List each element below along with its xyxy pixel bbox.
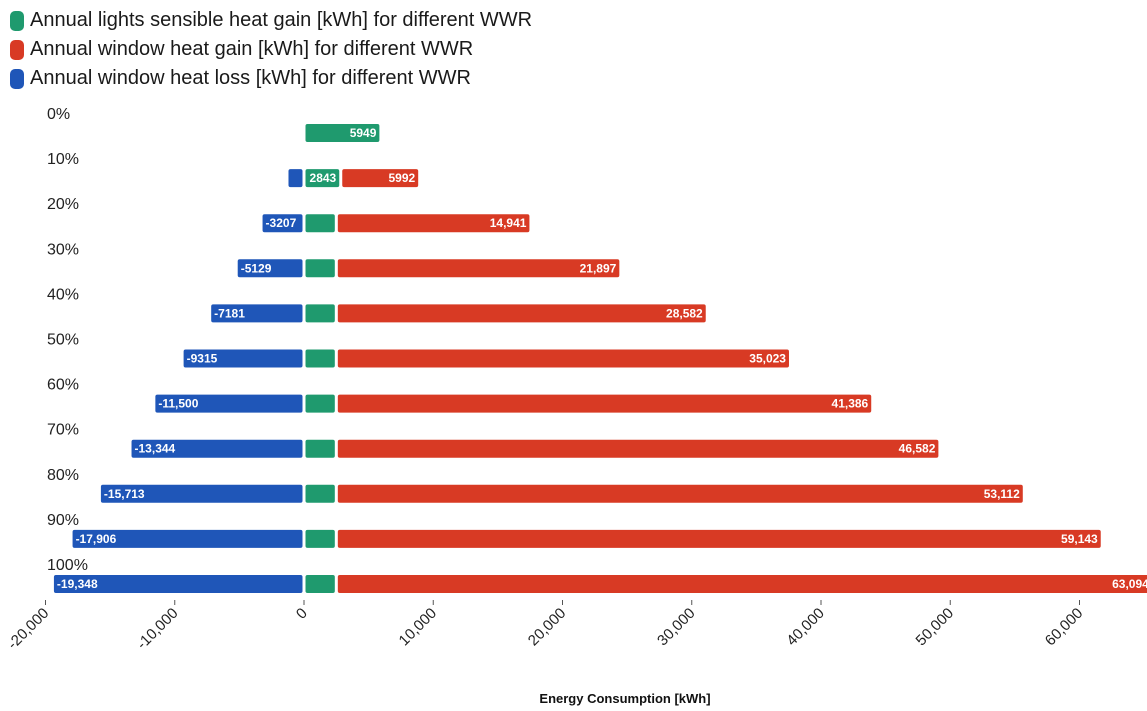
legend-item-window-loss: Annual window heat loss [kWh] for differ… xyxy=(10,64,532,93)
bar-loss-30pct xyxy=(237,259,303,278)
bar-label-lights-10pct: 2843 xyxy=(310,171,337,185)
bar-gain-60pct xyxy=(337,394,872,413)
bar-gain-20pct xyxy=(337,214,530,233)
bar-label-gain-60pct: 41,386 xyxy=(832,397,869,411)
bar-lights-70pct xyxy=(305,439,335,458)
bar-gain-30pct xyxy=(337,259,620,278)
bar-lights-90pct xyxy=(305,529,335,548)
x-tick-label: -10,000 xyxy=(134,605,182,653)
bar-gain-100pct xyxy=(337,575,1147,593)
x-tick-label: 30,000 xyxy=(654,605,698,649)
bar-label-loss-30pct: -5129 xyxy=(241,261,272,275)
bar-loss-60pct xyxy=(155,394,303,413)
category-labels-group: 0% 10% 20% 30% 40% 50% 60% 70% 80% 90% 100% xyxy=(47,106,88,574)
category-label-90pct: 90% xyxy=(47,512,79,529)
legend: Annual lights sensible heat gain [kWh] f… xyxy=(10,6,532,93)
bar-lights-50pct xyxy=(305,349,335,368)
x-tick-label: 40,000 xyxy=(783,605,827,649)
bar-lights-80pct xyxy=(305,484,335,503)
bar-label-loss-90pct: -17,906 xyxy=(76,532,117,546)
x-tick-label: 60,000 xyxy=(1042,605,1086,649)
x-tick-label: 0 xyxy=(293,605,311,623)
legend-label-window-loss: Annual window heat loss [kWh] for differ… xyxy=(30,67,471,89)
category-label-40pct: 40% xyxy=(47,286,79,303)
bar-loss-90pct xyxy=(72,529,303,548)
category-label-80pct: 80% xyxy=(47,467,79,484)
bar-label-loss-40pct: -7181 xyxy=(214,306,245,320)
category-label-20pct: 20% xyxy=(47,196,79,213)
bar-loss-40pct xyxy=(211,304,303,323)
bar-lights-60pct xyxy=(305,394,335,413)
bar-label-gain-90pct: 59,143 xyxy=(1061,532,1098,546)
bar-label-gain-20pct: 14,941 xyxy=(490,216,527,230)
bar-loss-100pct xyxy=(53,575,303,593)
category-label-100pct: 100% xyxy=(47,557,88,574)
bar-label-loss-80pct: -15,713 xyxy=(104,487,145,501)
bar-label-loss-50pct: -9315 xyxy=(187,352,218,366)
bar-label-loss-100pct: -19,348 xyxy=(57,577,98,591)
bar-lights-30pct xyxy=(305,259,335,278)
bar-gain-10pct xyxy=(342,169,419,188)
bar-label-loss-60pct: -11,500 xyxy=(158,397,198,411)
bar-loss-70pct xyxy=(131,439,303,458)
bar-label-loss-70pct: -13,344 xyxy=(135,442,176,456)
bar-lights-40pct xyxy=(305,304,335,323)
category-label-60pct: 60% xyxy=(47,377,79,394)
category-label-10pct: 10% xyxy=(47,151,79,168)
bar-label-lights-0pct: 5949 xyxy=(350,126,377,140)
x-tick-label: 20,000 xyxy=(525,605,569,649)
bar-loss-50pct xyxy=(183,349,303,368)
bar-gain-50pct xyxy=(337,349,789,368)
bar-loss-80pct xyxy=(100,484,303,503)
bar-label-gain-40pct: 28,582 xyxy=(666,306,703,320)
legend-label-window-gain: Annual window heat gain [kWh] for differ… xyxy=(30,38,474,60)
legend-swatch-lights xyxy=(10,10,24,31)
x-tick-label: 50,000 xyxy=(913,605,957,649)
legend-swatch-window-loss xyxy=(10,68,24,89)
bar-label-gain-30pct: 21,897 xyxy=(580,261,617,275)
bar-label-gain-70pct: 46,582 xyxy=(899,442,936,456)
bar-lights-100pct xyxy=(305,575,335,593)
bar-lights-0pct xyxy=(305,124,380,142)
bar-loss-10pct xyxy=(288,169,303,188)
bar-gain-70pct xyxy=(337,439,939,458)
bar-gain-90pct xyxy=(337,529,1101,548)
bar-label-gain-50pct: 35,023 xyxy=(749,352,786,366)
x-ticks-group: -20,000 -10,000 0 10,000 20,000 30,000 40,000 5… xyxy=(4,600,1086,653)
legend-label-lights: Annual lights sensible heat gain [kWh] f… xyxy=(30,9,533,31)
bar-lights-10pct xyxy=(305,169,340,188)
bar-gain-40pct xyxy=(337,304,706,323)
bar-label-gain-10pct: 5992 xyxy=(388,171,415,185)
bar-label-gain-100pct: 63,094 xyxy=(1112,577,1147,591)
category-label-70pct: 70% xyxy=(47,422,79,439)
bar-loss-20pct xyxy=(262,214,303,233)
x-tick-label: 10,000 xyxy=(396,605,440,649)
bars-group: 5949 2843 5992 -3207 14,941 -5129 21,897 -7181 2… xyxy=(53,124,1147,593)
category-label-30pct: 30% xyxy=(47,241,79,258)
bar-gain-80pct xyxy=(337,484,1023,503)
category-label-0pct: 0% xyxy=(47,106,70,123)
legend-item-window-gain: Annual window heat gain [kWh] for differ… xyxy=(10,35,532,64)
bar-label-gain-80pct: 53,112 xyxy=(984,487,1020,501)
x-tick-label: -20,000 xyxy=(4,605,52,653)
category-label-50pct: 50% xyxy=(47,332,79,349)
bar-lights-20pct xyxy=(305,214,335,233)
legend-item-lights: Annual lights sensible heat gain [kWh] f… xyxy=(10,6,532,35)
x-axis-title: Energy Consumption [kWh] xyxy=(539,691,710,706)
bar-label-loss-20pct: -3207 xyxy=(266,216,297,230)
legend-swatch-window-gain xyxy=(10,39,24,60)
